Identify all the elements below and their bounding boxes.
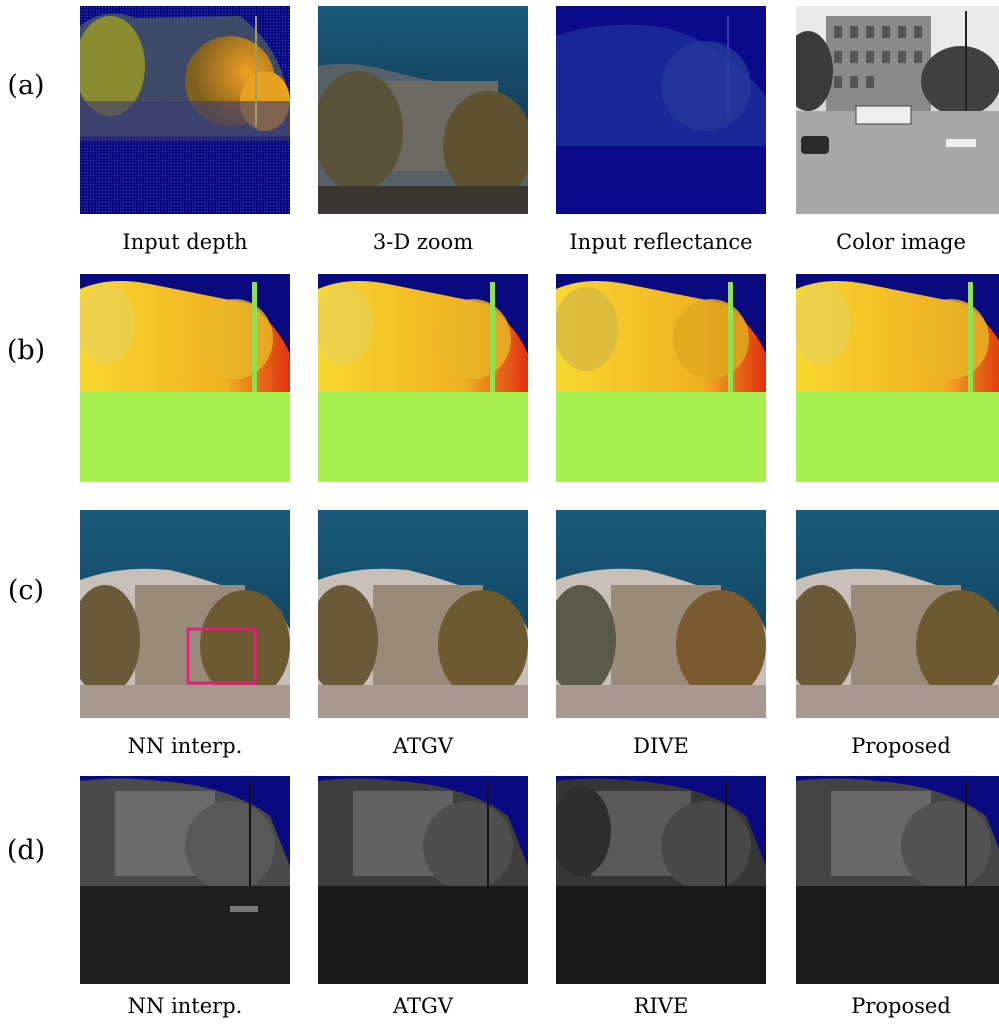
input-reflectance-image bbox=[556, 6, 766, 214]
panel-input-reflectance bbox=[556, 6, 766, 214]
panel-3d-zoom bbox=[318, 6, 528, 214]
caption-d-1: NN interp. bbox=[127, 994, 243, 1018]
caption-a-4: Color image bbox=[836, 230, 966, 254]
color-image-photo bbox=[796, 6, 999, 214]
depth-map-image bbox=[796, 274, 999, 482]
reflectance-image bbox=[80, 776, 290, 984]
row-label-d: (d) bbox=[6, 835, 46, 866]
reflectance-image bbox=[318, 776, 528, 984]
caption-a-1: Input depth bbox=[122, 230, 248, 254]
row-label-b: (b) bbox=[6, 335, 46, 366]
panel-color-dive bbox=[556, 510, 766, 718]
reconstruction-image bbox=[318, 510, 528, 718]
3d-zoom-image bbox=[318, 6, 528, 214]
panel-input-depth bbox=[80, 6, 290, 214]
caption-a-3: Input reflectance bbox=[569, 230, 753, 254]
caption-a-2: 3-D zoom bbox=[372, 230, 474, 254]
panel-refl-rive bbox=[556, 776, 766, 984]
reconstruction-image bbox=[556, 510, 766, 718]
panel-depth-proposed bbox=[796, 274, 999, 482]
caption-d-4: Proposed bbox=[851, 994, 951, 1018]
depth-map-image bbox=[318, 274, 528, 482]
reconstruction-image bbox=[80, 510, 290, 718]
reflectance-image bbox=[796, 776, 999, 984]
caption-c-1: NN interp. bbox=[127, 734, 243, 758]
caption-d-2: ATGV bbox=[393, 994, 453, 1018]
panel-color-nn bbox=[80, 510, 290, 718]
row-label-c: (c) bbox=[7, 575, 45, 606]
panel-refl-atgv bbox=[318, 776, 528, 984]
caption-c-3: DIVE bbox=[633, 734, 689, 758]
depth-map-image bbox=[556, 274, 766, 482]
input-depth-image bbox=[80, 6, 290, 214]
panel-depth-dive bbox=[556, 274, 766, 482]
panel-depth-nn bbox=[80, 274, 290, 482]
row-label-a: (a) bbox=[7, 70, 45, 101]
caption-c-4: Proposed bbox=[851, 734, 951, 758]
reflectance-image bbox=[556, 776, 766, 984]
depth-map-image bbox=[80, 274, 290, 482]
panel-color-proposed bbox=[796, 510, 999, 718]
panel-refl-nn bbox=[80, 776, 290, 984]
panel-color-atgv bbox=[318, 510, 528, 718]
caption-d-3: RIVE bbox=[633, 994, 689, 1018]
caption-c-2: ATGV bbox=[393, 734, 453, 758]
panel-refl-proposed bbox=[796, 776, 999, 984]
highlight-box bbox=[186, 627, 257, 685]
reconstruction-image bbox=[796, 510, 999, 718]
panel-depth-atgv bbox=[318, 274, 528, 482]
panel-color-image bbox=[796, 6, 999, 214]
